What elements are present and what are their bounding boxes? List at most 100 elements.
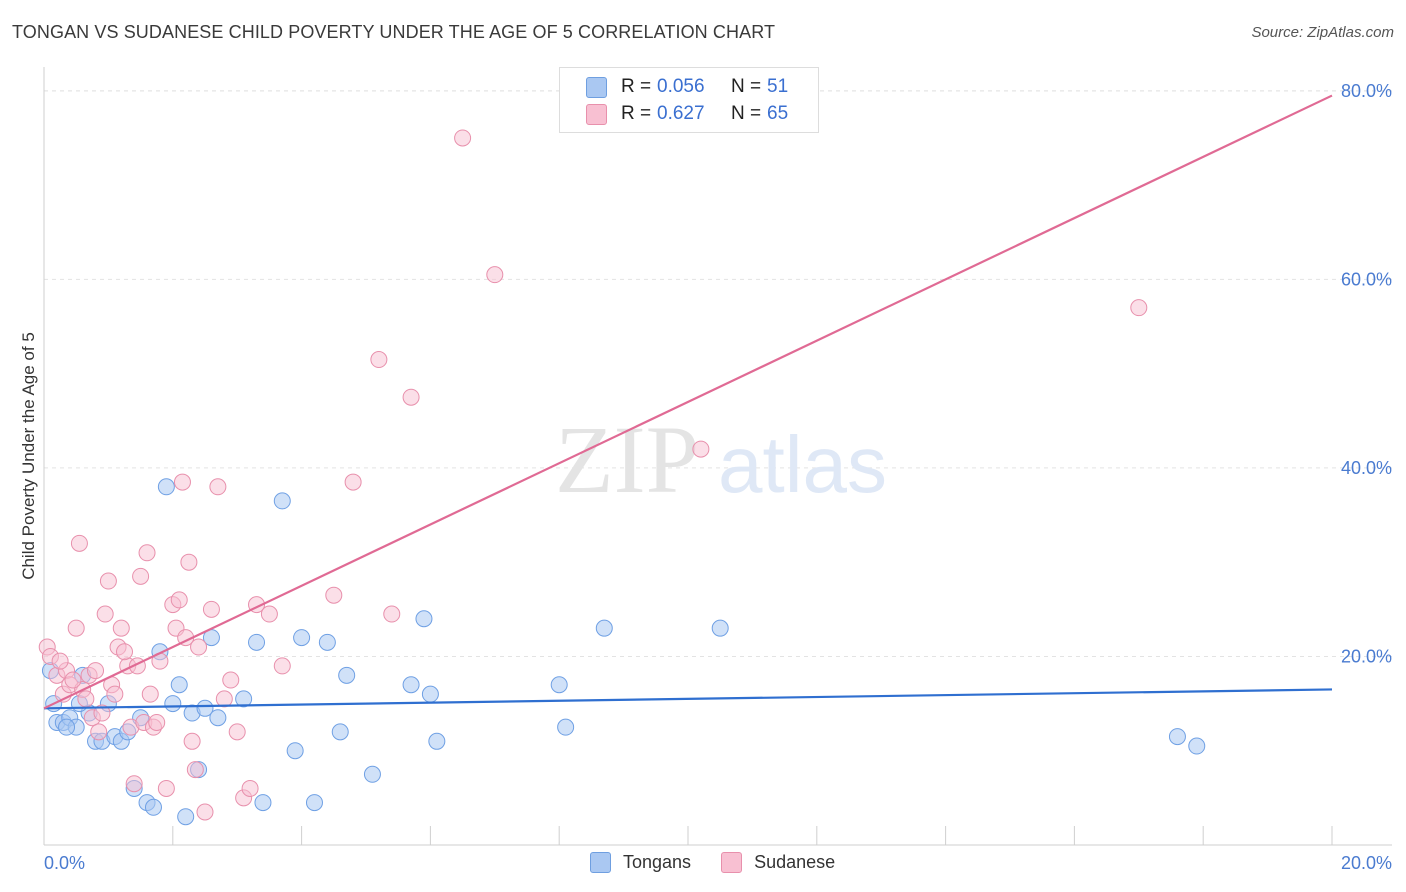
x-tick-label: 20.0% — [1341, 853, 1392, 873]
point-tongans — [196, 699, 214, 717]
point-sudanese — [99, 572, 117, 590]
legend-n-label: N = — [731, 76, 762, 97]
point-sudanese — [138, 544, 156, 562]
point-tongans — [338, 666, 356, 684]
legend-r-value: 0.627 — [657, 103, 705, 124]
y-tick-label: 40.0% — [1341, 458, 1392, 478]
point-sudanese — [383, 605, 401, 623]
point-tongans — [286, 742, 304, 760]
point-tongans — [254, 794, 272, 812]
point-sudanese — [77, 690, 95, 708]
point-sudanese — [148, 713, 166, 731]
point-sudanese — [260, 605, 278, 623]
point-sudanese — [67, 619, 85, 637]
point-sudanese — [215, 690, 233, 708]
legend-swatch-sudanese — [586, 103, 607, 125]
chart-source: Source: ZipAtlas.com — [1251, 24, 1394, 41]
point-tongans — [595, 619, 613, 637]
point-sudanese — [486, 266, 504, 284]
watermark-zip: ZIP — [555, 406, 699, 513]
legend-n-value: 65 — [767, 103, 789, 124]
legend-swatch-sudanese — [721, 852, 743, 873]
y-tick-label: 80.0% — [1341, 81, 1392, 101]
trend-line-sudanese — [43, 94, 1333, 710]
point-sudanese — [228, 723, 246, 741]
point-sudanese — [173, 473, 191, 491]
point-tongans — [170, 676, 188, 694]
point-sudanese — [90, 723, 108, 741]
point-sudanese — [106, 685, 124, 703]
gridlines — [44, 90, 1392, 657]
point-tongans — [209, 709, 227, 727]
legend-row-sudanese: R = 0.627 N = 65 — [586, 102, 841, 126]
point-sudanese — [1130, 299, 1148, 317]
y-axis-label: Child Poverty Under the Age of 5 — [19, 332, 38, 580]
point-sudanese — [344, 473, 362, 491]
legend-swatch-tongans — [586, 76, 607, 98]
point-tongans — [415, 610, 433, 628]
point-sudanese — [190, 638, 208, 656]
point-sudanese — [183, 732, 201, 750]
point-sudanese — [112, 619, 130, 637]
point-sudanese — [116, 643, 133, 661]
point-sudanese — [93, 704, 111, 722]
point-sudanese — [125, 775, 143, 793]
point-tongans — [157, 478, 175, 496]
chart-title: TONGAN VS SUDANESE CHILD POVERTY UNDER T… — [12, 22, 776, 42]
point-tongans — [305, 794, 323, 812]
axes — [43, 67, 1392, 846]
tick-labels: 20.0% 40.0% 60.0% 80.0% 0.0% 20.0% — [44, 81, 1392, 873]
legend-label-sudanese: Sudanese — [754, 852, 836, 872]
point-sudanese — [370, 351, 388, 369]
watermark-atlas: atlas — [718, 420, 887, 509]
point-tongans — [557, 718, 575, 736]
legend-n-label: N = — [731, 103, 762, 124]
point-sudanese — [170, 591, 188, 609]
point-tongans — [293, 629, 311, 647]
point-sudanese — [157, 779, 175, 797]
y-tick-label: 60.0% — [1341, 269, 1392, 289]
legend-label-tongans: Tongans — [623, 852, 692, 872]
point-tongans — [273, 492, 291, 510]
legend-r-value: 0.056 — [657, 76, 705, 97]
point-tongans — [318, 633, 336, 651]
point-tongans — [1188, 737, 1206, 755]
legend-item-sudanese[interactable]: Sudanese — [721, 852, 835, 873]
point-tongans — [58, 718, 76, 736]
point-sudanese — [209, 478, 227, 496]
point-tongans — [177, 808, 195, 826]
point-sudanese — [454, 129, 472, 147]
legend-r-label: R = — [621, 103, 652, 124]
trend-line-tongans — [43, 688, 1333, 710]
point-sudanese — [141, 685, 159, 703]
point-sudanese — [96, 605, 114, 623]
point-sudanese — [222, 671, 240, 689]
point-sudanese — [180, 553, 198, 571]
legend-row-tongans: R = 0.056 N = 51 — [586, 75, 841, 99]
legend-r-label: R = — [621, 76, 652, 97]
y-tick-label: 20.0% — [1341, 646, 1392, 666]
legend-swatch-tongans — [590, 852, 611, 873]
correlation-legend: R = 0.056 N = 51 R = 0.627 N = 65 — [559, 67, 819, 133]
point-sudanese — [273, 657, 291, 675]
point-tongans — [428, 732, 446, 750]
point-tongans — [363, 765, 381, 783]
point-sudanese — [64, 671, 82, 689]
trend-lines — [43, 94, 1333, 710]
point-tongans — [402, 676, 420, 694]
point-sudanese — [70, 534, 88, 552]
legend-item-tongans[interactable]: Tongans — [590, 852, 691, 873]
point-sudanese — [186, 761, 204, 779]
point-sudanese — [692, 440, 710, 458]
point-tongans — [235, 690, 253, 708]
point-tongans — [421, 685, 439, 703]
point-tongans — [164, 695, 182, 713]
point-sudanese — [51, 652, 69, 670]
point-sudanese — [325, 586, 343, 604]
point-sudanese — [87, 662, 105, 680]
point-tongans — [550, 676, 568, 694]
point-tongans — [711, 619, 729, 637]
point-tongans — [1168, 728, 1186, 746]
series-legend: Tongans Sudanese — [590, 852, 865, 873]
point-sudanese — [196, 803, 214, 821]
